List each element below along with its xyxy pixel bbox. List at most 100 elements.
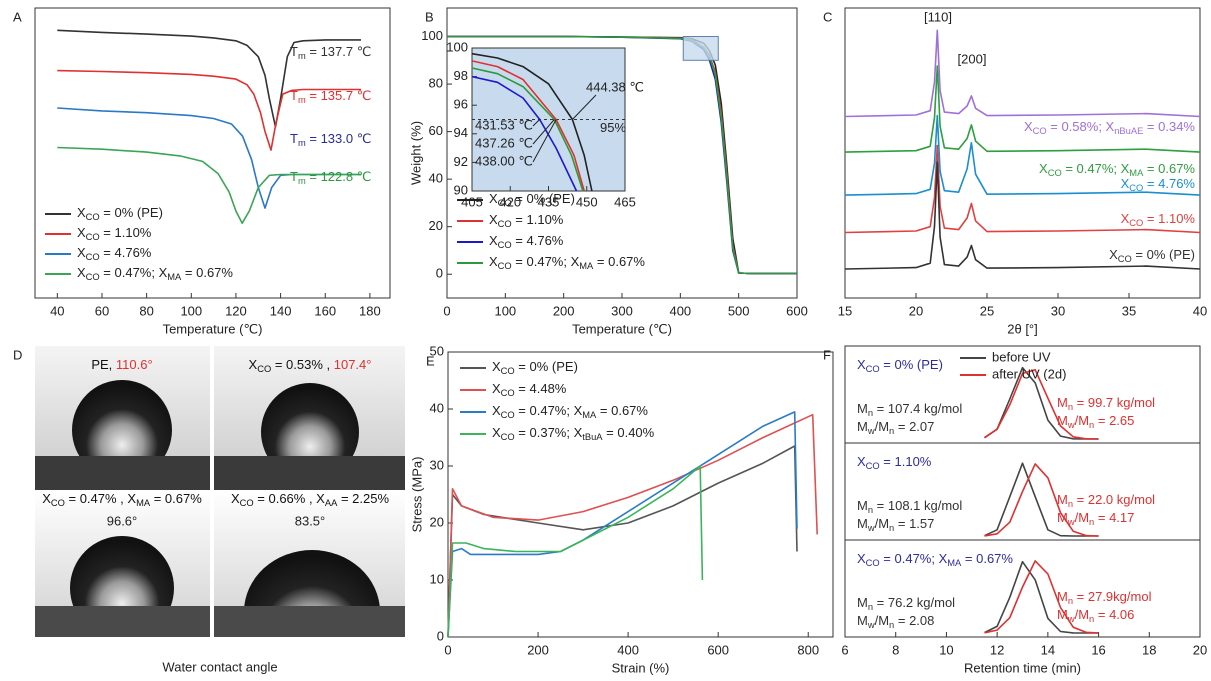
text-part: = 0.47%; X <box>100 265 168 280</box>
text-part: = 0.37%; X <box>515 425 583 440</box>
text-part: T <box>290 169 298 184</box>
x-tick-label: 200 <box>553 303 575 318</box>
annotation: Tm = 135.7 ℃ <box>290 88 371 105</box>
text-part: = 0.58%; X <box>1047 119 1115 134</box>
text-part: X <box>489 233 498 248</box>
text-part: = 2.65 <box>1094 413 1134 428</box>
y-tick-label: 20 <box>430 514 444 529</box>
y-tick-label: 10 <box>430 571 444 586</box>
text-part: = 0.47%; X <box>512 254 580 269</box>
text-part: /M <box>1075 413 1089 428</box>
text-part: = 135.7 ℃ <box>306 88 372 103</box>
text-part: = 2.07 <box>894 419 934 434</box>
x-tick-label: 100 <box>494 303 516 318</box>
y-tick-label: 60 <box>429 123 443 138</box>
annotation: Mn = 99.7 kg/mol <box>1057 395 1155 412</box>
text-part: M <box>857 401 868 416</box>
legend-label: XCO = 0.47%; XMA = 0.67% <box>77 265 233 282</box>
x-tick-label: 25 <box>980 303 994 318</box>
x-tick-label: 8 <box>892 642 899 657</box>
x-tick-label: 15 <box>838 303 852 318</box>
panel-label: C <box>823 9 832 24</box>
text-part: = 0.47%; X <box>1062 161 1130 176</box>
text-part: X <box>231 491 240 506</box>
text-part: X <box>857 357 866 372</box>
x-tick-label: 200 <box>527 642 549 657</box>
annotation: Mn = 22.0 kg/mol <box>1057 492 1155 509</box>
text-part: CO <box>86 232 100 242</box>
annotation: Mn = 108.1 kg/mol <box>857 498 962 515</box>
panel-label: XCO = 0% (PE) <box>857 357 943 374</box>
x-tick-label: 0 <box>444 642 451 657</box>
panel-label: D <box>13 347 22 362</box>
text-part: = 0.53% , <box>271 357 334 372</box>
text-part: w <box>1067 614 1075 624</box>
data-line <box>844 114 1201 196</box>
text-part: CO <box>501 410 515 420</box>
text-part: n <box>1089 614 1094 624</box>
text-part: CO <box>1048 168 1062 178</box>
photo-grid <box>35 346 405 637</box>
divider <box>210 346 214 637</box>
text-part: T <box>290 131 298 146</box>
data-line <box>844 144 1201 234</box>
plot-frame <box>844 345 1201 638</box>
text-part: m <box>298 51 306 61</box>
text-part: /M <box>1075 607 1089 622</box>
text-part: X <box>492 381 501 396</box>
x-tick-label: 80 <box>139 303 153 318</box>
panel-label: XCO = 1.10% <box>857 454 932 471</box>
annotation: Mn = 76.2 kg/mol <box>857 595 955 612</box>
data-line <box>471 67 584 192</box>
x-tick-label: 14 <box>1041 642 1055 657</box>
sample-label: PE, 110.6° <box>91 357 152 372</box>
text-part: X <box>492 403 501 418</box>
text-part: X <box>857 551 866 566</box>
data-line <box>57 107 361 209</box>
text-part: m <box>298 95 306 105</box>
text-part: = 0% (PE) <box>100 205 163 220</box>
series-label: XCO = 0% (PE) <box>1109 247 1195 264</box>
text-part: CO <box>51 498 65 508</box>
x-tick-label: 12 <box>990 642 1004 657</box>
annotation: 437.26 ℃ <box>475 135 533 150</box>
text-part: = 0.67% <box>593 254 645 269</box>
annotation: Mw/Mn = 2.08 <box>857 613 934 630</box>
text-part: M <box>857 516 868 531</box>
text-part: M <box>1057 492 1068 507</box>
x-tick-label: 10 <box>939 642 953 657</box>
text-part: PE, <box>91 357 116 372</box>
y-tick-label: 40 <box>430 400 444 415</box>
x-tick-label: 35 <box>1122 303 1136 318</box>
text-part: n <box>1068 402 1073 412</box>
contact-angle: 110.6° <box>116 357 153 372</box>
text-part: MA <box>136 498 151 508</box>
text-part: X <box>77 205 86 220</box>
legend-label: XCO = 0% (PE) <box>492 359 578 376</box>
y-tick-label: 20 <box>429 218 443 233</box>
text-part: = 4.76% <box>512 233 564 248</box>
legend-label: XCO = 0% (PE) <box>77 205 163 222</box>
text-part: AA <box>325 498 338 508</box>
annotation-arrow <box>532 119 557 163</box>
plot-frame <box>447 351 834 638</box>
legend-label: XCO = 0% (PE) <box>489 191 575 208</box>
text-part: n <box>1089 517 1094 527</box>
text-part: MA <box>947 558 962 568</box>
data-line <box>471 75 578 192</box>
text-part: = 0.34% <box>1143 119 1195 134</box>
text-part: M <box>857 613 868 628</box>
text-part: X <box>1109 247 1118 262</box>
text-part: /M <box>875 613 889 628</box>
text-part: = 0.67% <box>150 491 202 506</box>
x-tick-label: 6 <box>841 642 848 657</box>
text-part: X <box>489 212 498 227</box>
annotation: Mn = 107.4 kg/mol <box>857 401 962 418</box>
data-line <box>471 60 585 192</box>
text-part: X <box>1039 161 1048 176</box>
text-part: = 0.67% <box>961 551 1013 566</box>
legend-label: before UV <box>992 349 1051 364</box>
text-part: X <box>492 359 501 374</box>
text-part: MA <box>1129 168 1144 178</box>
